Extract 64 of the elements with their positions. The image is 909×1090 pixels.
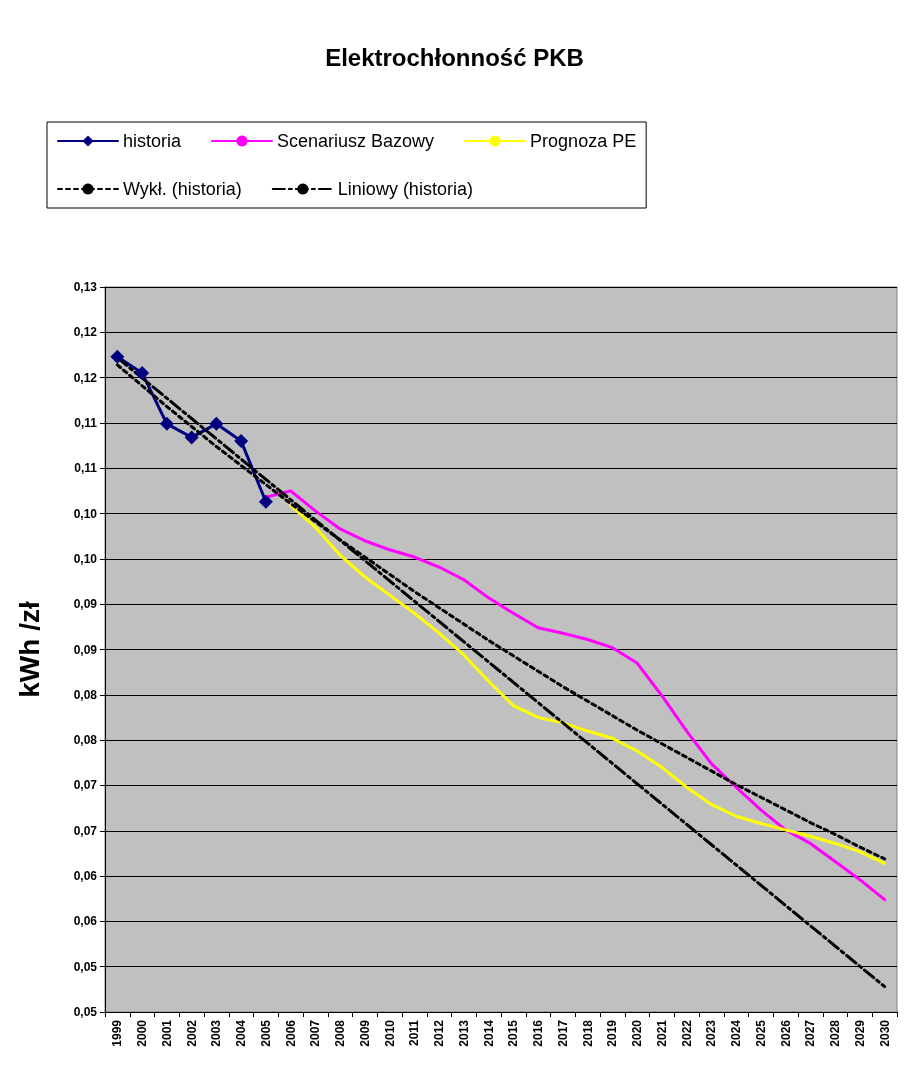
x-tick-label: 2009 (357, 1019, 372, 1047)
point (258, 494, 273, 509)
x-tick-label: 2030 (877, 1019, 892, 1047)
x-tick-label: 2017 (555, 1019, 570, 1047)
point (184, 430, 199, 445)
x-tick-label: 2019 (605, 1019, 620, 1047)
line-series (289, 503, 887, 865)
x-tick-label: 2025 (753, 1019, 768, 1047)
x-tick-label: 2026 (778, 1019, 793, 1047)
x-tick-label: 2001 (159, 1019, 174, 1047)
x-tick-label: 2029 (852, 1019, 867, 1047)
point (159, 416, 174, 431)
x-tick-label: 2012 (432, 1019, 447, 1047)
x-tick-label: 2011 (407, 1019, 422, 1047)
x-tick-label: 2018 (580, 1019, 595, 1047)
x-tick-label: 2004 (234, 1019, 249, 1047)
y-tick-label: 0,09 (73, 597, 98, 612)
x-tick-label: 2002 (184, 1019, 199, 1047)
x-tick-label: 2008 (333, 1019, 348, 1047)
x-tick-label: 2007 (308, 1019, 323, 1047)
y-tick-label: 0,05 (73, 959, 98, 974)
y-tick-label: 0,07 (73, 823, 98, 838)
y-axis-title: kWh /zł (13, 601, 45, 698)
legend-label: Wykł. (historia) (123, 179, 242, 199)
x-tick-label: 2024 (729, 1019, 744, 1047)
point (135, 366, 150, 381)
y-tick-label: 0,06 (73, 869, 98, 884)
y-tick-label: 0,12 (73, 325, 98, 340)
point (110, 349, 125, 364)
x-tick-label: 2003 (209, 1019, 224, 1047)
x-tick-label: 2016 (531, 1019, 546, 1047)
x-tick-label: 1999 (110, 1019, 125, 1047)
y-tick-label: 0,08 (73, 687, 98, 702)
x-tick-label: 2020 (630, 1019, 645, 1047)
y-tick-label: 0,07 (73, 778, 98, 793)
y-tick-label: 0,11 (74, 415, 98, 430)
y-tick-label: 0,08 (73, 733, 98, 748)
legend-label: Prognoza PE (530, 131, 637, 151)
legend-label: Liniowy (historia) (337, 179, 473, 199)
x-tick-label: 2006 (283, 1019, 298, 1047)
x-tick-label: 2005 (258, 1019, 273, 1047)
legend-label: historia (123, 131, 183, 151)
chart-title: Elektrochłonność PKB (325, 43, 584, 71)
x-tick-label: 2027 (803, 1019, 818, 1047)
x-tick-label: 2028 (828, 1019, 843, 1047)
y-tick-label: 0,13 (73, 280, 98, 294)
y-tick-label: 0,10 (73, 506, 98, 521)
legend-label: Scenariusz Bazowy (277, 131, 435, 151)
x-tick-label: 2015 (506, 1019, 521, 1047)
point (234, 434, 249, 449)
y-tick-label: 0,05 (73, 1005, 98, 1019)
x-tick-label: 2021 (654, 1019, 669, 1047)
y-tick-label: 0,12 (73, 370, 98, 385)
y-tick-label: 0,10 (73, 551, 98, 566)
x-tick-label: 2000 (135, 1019, 150, 1047)
y-tick-label: 0,11 (74, 461, 98, 476)
x-tick-label: 2013 (456, 1019, 471, 1047)
x-tick-label: 2010 (382, 1019, 397, 1047)
x-tick-label: 2014 (481, 1019, 496, 1047)
x-tick-label: 2023 (704, 1019, 719, 1047)
point (209, 416, 224, 431)
x-tick-label: 2022 (679, 1019, 694, 1047)
y-tick-label: 0,06 (73, 914, 98, 929)
y-tick-label: 0,09 (73, 642, 98, 657)
